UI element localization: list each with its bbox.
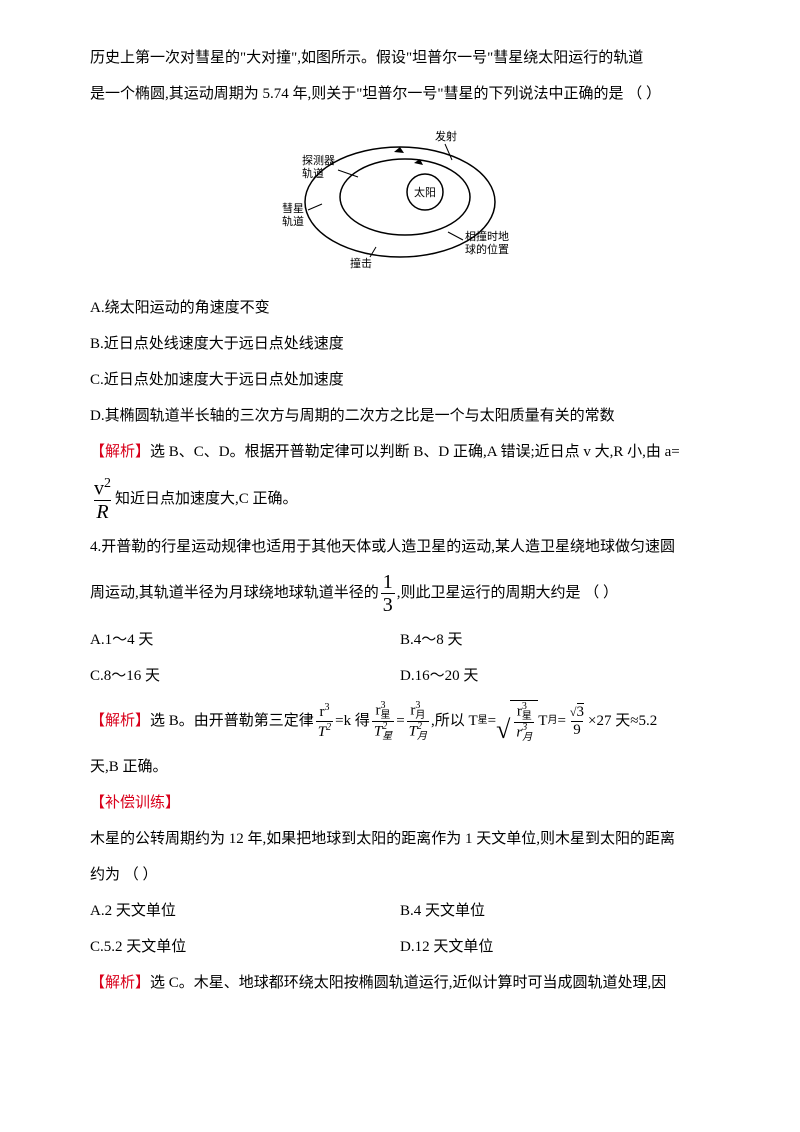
q3-analysis-body1: 选 B、C、D。根据开普勒定律可以判断 B、D 正确,A 错误;近日点 v 大,… [150,444,680,460]
t: 星 [382,732,392,742]
t: = [557,708,565,735]
q3-opt-b: B.近日点处线速度大于远日点处线速度 [90,326,710,362]
t: 3 [324,702,329,713]
q3-analysis-body2: 知近日点加速度大,C 正确。 [115,486,298,513]
supp-options-row1: A.2 天文单位 B.4 天文单位 [90,893,710,929]
page-body: 历史上第一次对彗星的"大对撞",如图所示。假设"坦普尔一号"彗星绕太阳运行的轨道… [0,0,800,1132]
t: = [396,708,404,735]
q4-line2a: 周运动,其轨道半径为月球绕地球轨道半径的 [90,580,379,607]
q4-sqrt: √ r3星 r3月 [496,700,538,743]
supp-line1: 木星的公转周期约为 12 年,如果把地球到太阳的距离作为 1 天文单位,则木星到… [90,821,710,857]
q3-opt-a: A.绕太阳运动的角速度不变 [90,290,710,326]
frac-sup: 2 [104,476,111,491]
q3-equation: v2 R 知近日点加速度大,C 正确。 [90,476,710,523]
t: 9 [571,721,583,739]
t: 月 [547,712,557,730]
q4-opt-c: C.8～16 天 [90,658,400,694]
q4-line2b: ,则此卫星运行的周期大约是 （ ） [397,580,618,607]
analysis-label: 【解析】 [90,708,150,735]
t: 星 [522,712,532,722]
t: 2 [326,722,331,733]
q4-opt-b: B.4～8 天 [400,622,710,658]
diagram-comet-l2: 轨道 [282,214,304,228]
t: 星 [478,712,488,730]
analysis-label: 【解析】 [90,444,150,460]
frac-den: 3 [381,593,395,616]
q4-opt-a: A.1～4 天 [90,622,400,658]
orbit-diagram: 太阳 探测器 轨道 彗星 轨道 发射 撞击 相撞时地 球的位置 [90,122,710,286]
q4-final-frac: √3 9 [568,704,586,738]
t: 3 [577,703,585,720]
intro-line-2: 是一个椭圆,其运动周期为 5.74 年,则关于"坦普尔一号"彗星的下列说法中正确… [90,76,710,112]
frac-num: 1 [381,571,395,593]
t: 月 [417,732,427,742]
q4-analysis-pre: 选 B。由开普勒第三定律 [150,708,314,735]
analysis-label: 【解析】 [90,975,150,991]
q3-fraction: v2 R [92,476,113,523]
supp-opt-b: B.4 天文单位 [400,893,710,929]
diagram-sun-label: 太阳 [414,186,436,199]
diagram-impact-label: 撞击 [350,256,372,270]
t: ×27 天≈5.2 [588,708,657,735]
intro-line-1: 历史上第一次对彗星的"大对撞",如图所示。假设"坦普尔一号"彗星绕太阳运行的轨道 [90,40,710,76]
supp-analysis: 【解析】选 C。木星、地球都环绕太阳按椭圆轨道运行,近似计算时可当成圆轨道处理,… [90,965,710,1001]
diagram-collision-l2: 球的位置 [465,242,509,256]
t: 星 [381,711,391,721]
frac-den: R [94,500,110,523]
frac-num: v [94,478,104,500]
t: = [488,708,496,735]
q3-opt-d: D.其椭圆轨道半长轴的三次方与周期的二次方之比是一个与太阳质量有关的常数 [90,398,710,434]
diagram-probe-l1: 探测器 [302,154,335,167]
q4-analysis-line2: 天,B 正确。 [90,749,710,785]
diagram-comet-l1: 彗星 [282,202,304,215]
supp-line2: 约为 （ ） [90,857,710,893]
q4-options-row1: A.1～4 天 B.4～8 天 [90,622,710,658]
diagram-collision-l1: 相撞时地 [465,229,509,243]
supp-opt-a: A.2 天文单位 [90,893,400,929]
q4-line1: 4.开普勒的行星运动规律也适用于其他天体或人造卫星的运动,某人造卫星绕地球做匀速… [90,529,710,565]
t: T [318,724,326,740]
q4-line2: 周运动,其轨道半径为月球绕地球轨道半径的 1 3 ,则此卫星运行的周期大约是 （… [90,571,710,616]
supplementary-label: 【补偿训练】 [90,785,710,821]
t: ,所以 T [431,708,478,735]
t: 月 [415,711,425,721]
t: T [409,723,417,739]
q4-frac-2: r3星 T2星 [372,701,394,742]
diagram-probe-l2: 轨道 [302,166,324,180]
t: =k 得 [335,708,370,735]
t: 月 [522,733,532,743]
q3-opt-c: C.近日点处加速度大于远日点处加速度 [90,362,710,398]
q4-frac-1: r3 T2 [316,702,333,740]
q4-opt-d: D.16～20 天 [400,658,710,694]
q4-options-row2: C.8～16 天 D.16～20 天 [90,658,710,694]
supp-opt-d: D.12 天文单位 [400,929,710,965]
supp-options-row2: C.5.2 天文单位 D.12 天文单位 [90,929,710,965]
supp-analysis-body: 选 C。木星、地球都环绕太阳按椭圆轨道运行,近似计算时可当成圆轨道处理,因 [150,975,666,991]
supp-opt-c: C.5.2 天文单位 [90,929,400,965]
q3-analysis-line1: 【解析】选 B、C、D。根据开普勒定律可以判断 B、D 正确,A 错误;近日点 … [90,434,710,470]
q4-frac-onethird: 1 3 [381,571,395,616]
t: T [538,708,547,735]
t: T [374,723,382,739]
q4-analysis-line: 【解析】 选 B。由开普勒第三定律 r3 T2 =k 得 r3星 T2星 = r… [90,700,710,743]
diagram-launch-label: 发射 [435,129,457,143]
q4-frac-3: r3月 T2月 [407,701,429,742]
